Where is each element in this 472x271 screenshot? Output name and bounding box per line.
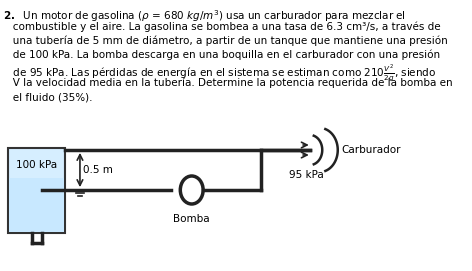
Text: 95 kPa: 95 kPa (288, 170, 323, 180)
Text: Carburador: Carburador (341, 145, 401, 155)
Text: Bomba: Bomba (173, 214, 210, 224)
Text: V la velocidad media en la tubería. Determine la potencia requerida de la bomba : V la velocidad media en la tubería. Dete… (3, 78, 453, 89)
Text: el fluido (35%).: el fluido (35%). (3, 92, 93, 102)
Bar (8, 148, 65, 233)
Text: una tubería de 5 mm de diámetro, a partir de un tanque que mantiene una presión: una tubería de 5 mm de diámetro, a parti… (3, 36, 448, 47)
Bar (9, 178, 64, 231)
Text: $\mathbf{2.}$  Un motor de gasolina ($\rho$ = 680 $kg/m^3$) usa un carburador pa: $\mathbf{2.}$ Un motor de gasolina ($\rh… (3, 8, 406, 24)
Text: de 95 kPa. Las pérdidas de energía en el sistema se estiman como 210$\frac{V^2}{: de 95 kPa. Las pérdidas de energía en el… (3, 64, 437, 85)
Text: de 100 kPa. La bomba descarga en una boquilla en el carburador con una presión: de 100 kPa. La bomba descarga en una boq… (3, 50, 440, 60)
Text: 100 kPa: 100 kPa (16, 160, 57, 170)
Circle shape (180, 176, 203, 204)
Text: combustible y el aire. La gasolina se bombea a una tasa de 6.3 cm³/s, a través d: combustible y el aire. La gasolina se bo… (3, 22, 441, 33)
Text: 0.5 m: 0.5 m (83, 165, 113, 175)
